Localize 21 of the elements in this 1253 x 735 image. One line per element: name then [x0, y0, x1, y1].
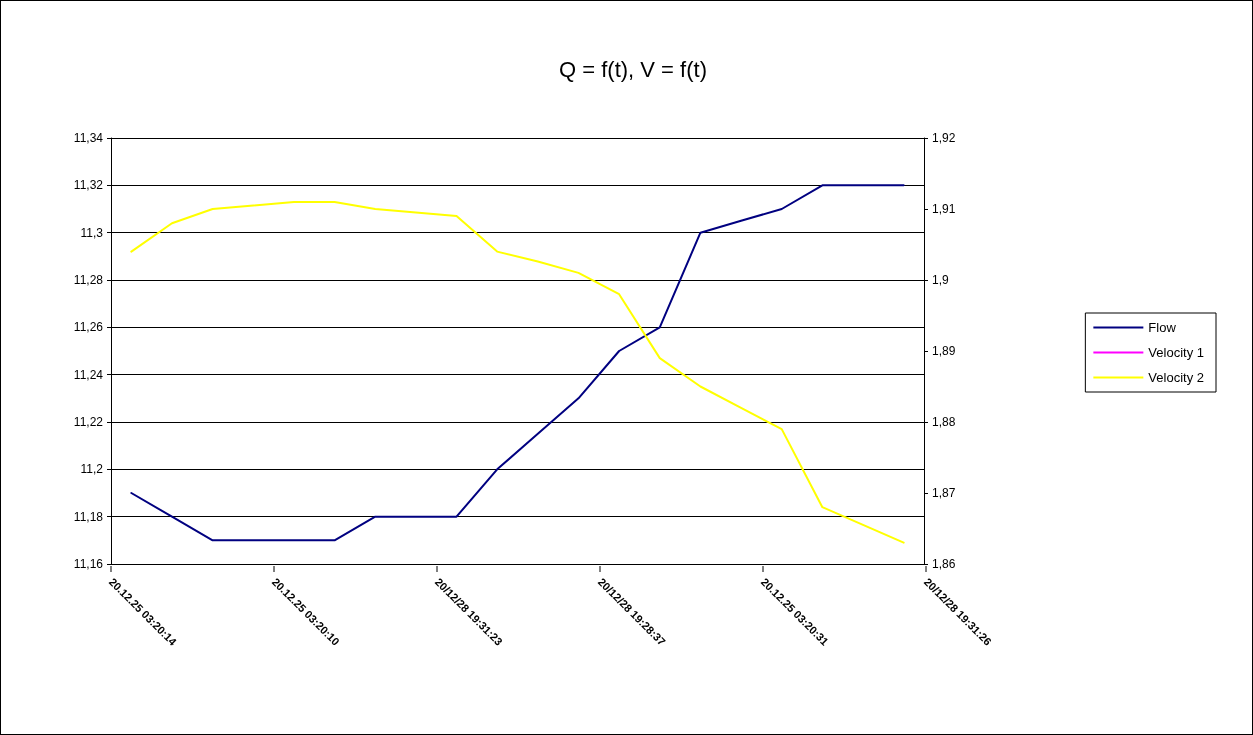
y2-tick-label: 1,86	[932, 557, 956, 571]
y-tick-label: 11,18	[73, 509, 104, 524]
y-tick-label: 11,24	[73, 367, 104, 382]
y-tick-label: 11,34	[73, 131, 104, 145]
y-tick-label: 11,16	[73, 557, 104, 571]
y2-tick-label: 1,9	[932, 273, 950, 287]
y2-tick-label: 1,87	[932, 486, 956, 500]
chart-title: Q = f(t), V = f(t)	[559, 56, 707, 82]
y-tick-label: 11,2	[80, 462, 104, 477]
y2-tick-label: 1,89	[932, 344, 956, 358]
legend-label: Flow	[1148, 320, 1177, 335]
y2-tick-label: 1,92	[932, 131, 956, 145]
y2-tick-label: 1,91	[932, 202, 956, 216]
y-tick-label: 11,3	[80, 225, 104, 240]
y-tick-label: 11,26	[73, 320, 104, 335]
legend-label: Velocity 1	[1148, 345, 1205, 360]
y-tick-label: 11,28	[73, 273, 104, 287]
y-tick-label: 11,22	[73, 415, 104, 429]
y-tick-label: 11,32	[73, 178, 104, 193]
legend-label: Velocity 2	[1148, 370, 1205, 385]
y2-tick-label: 1,88	[932, 415, 956, 429]
